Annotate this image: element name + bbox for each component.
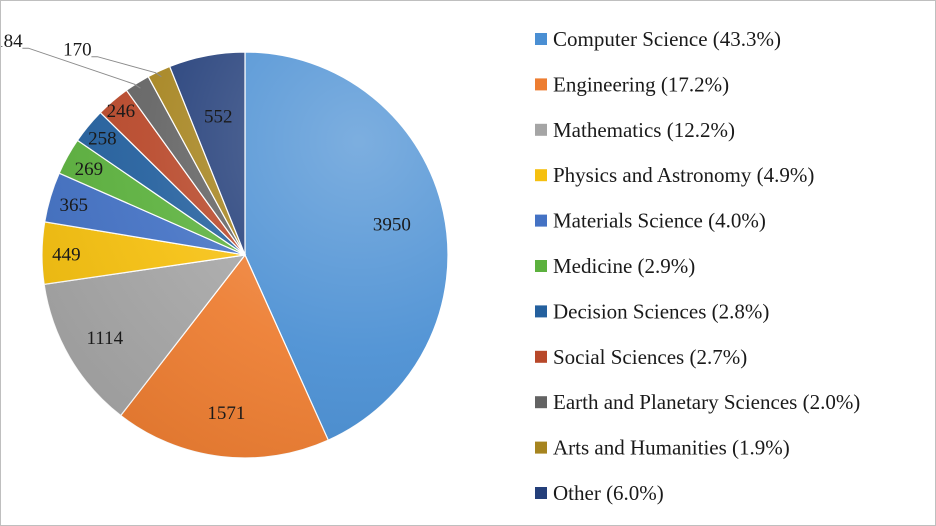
legend-label-mathematics: Mathematics (12.2%) xyxy=(553,118,735,142)
legend-label-decision-sciences: Decision Sciences (2.8%) xyxy=(553,299,769,323)
slice-label-medicine: 269 xyxy=(75,159,104,180)
slice-label-computer-science: 3950 xyxy=(373,215,411,236)
slice-label-social-sciences: 246 xyxy=(107,101,136,122)
legend-swatch-arts-and-humanities xyxy=(535,441,547,454)
slice-label-mathematics: 1114 xyxy=(87,328,124,349)
leader-line-arts-and-humanities xyxy=(91,56,162,78)
legend-swatch-earth-and-planetary-sciences xyxy=(535,396,547,409)
slice-label-materials-science: 365 xyxy=(60,195,89,216)
legend-swatch-computer-science xyxy=(535,33,547,45)
legend-label-medicine: Medicine (2.9%) xyxy=(553,254,695,278)
legend-label-materials-science: Materials Science (4.0%) xyxy=(553,209,766,233)
slice-label-physics-and-astronomy: 449 xyxy=(52,244,81,265)
legend-swatch-medicine xyxy=(535,260,547,272)
legend-label-earth-and-planetary-sciences: Earth and Planetary Sciences (2.0%) xyxy=(553,390,860,414)
slice-label-other: 552 xyxy=(204,107,233,128)
legend-label-arts-and-humanities: Arts and Humanities (1.9%) xyxy=(553,436,790,460)
leader-line-earth-and-planetary-sciences xyxy=(22,47,141,89)
legend-swatch-social-sciences xyxy=(535,350,547,363)
legend-label-social-sciences: Social Sciences (2.7%) xyxy=(553,345,747,369)
slice-label-engineering: 1571 xyxy=(207,403,245,424)
legend-swatch-mathematics xyxy=(535,123,547,136)
leader-lines xyxy=(22,47,162,89)
legend-label-engineering: Engineering (17.2%) xyxy=(553,72,729,96)
legend-swatch-decision-sciences xyxy=(535,305,547,318)
legend-swatch-materials-science xyxy=(535,214,547,227)
legend-label-other: Other (6.0%) xyxy=(553,481,664,505)
pie-slices xyxy=(41,51,449,459)
slice-label-earth-and-planetary-sciences: 184 xyxy=(1,31,23,52)
slice-label-decision-sciences: 258 xyxy=(88,129,117,150)
legend-label-physics-and-astronomy: Physics and Astronomy (4.9%) xyxy=(553,163,814,187)
legend-swatch-physics-and-astronomy xyxy=(535,169,547,182)
slice-label-arts-and-humanities: 170 xyxy=(63,40,92,61)
legend-swatch-engineering xyxy=(535,78,547,91)
legend: Computer Science (43.3%) Engineering (17.… xyxy=(535,27,860,505)
legend-swatch-other xyxy=(535,487,547,499)
slice-labels: 3950 1571 1114 449 365 269 258 246 184 170 552 xyxy=(1,31,411,424)
legend-label-computer-science: Computer Science (43.3%) xyxy=(553,27,781,51)
